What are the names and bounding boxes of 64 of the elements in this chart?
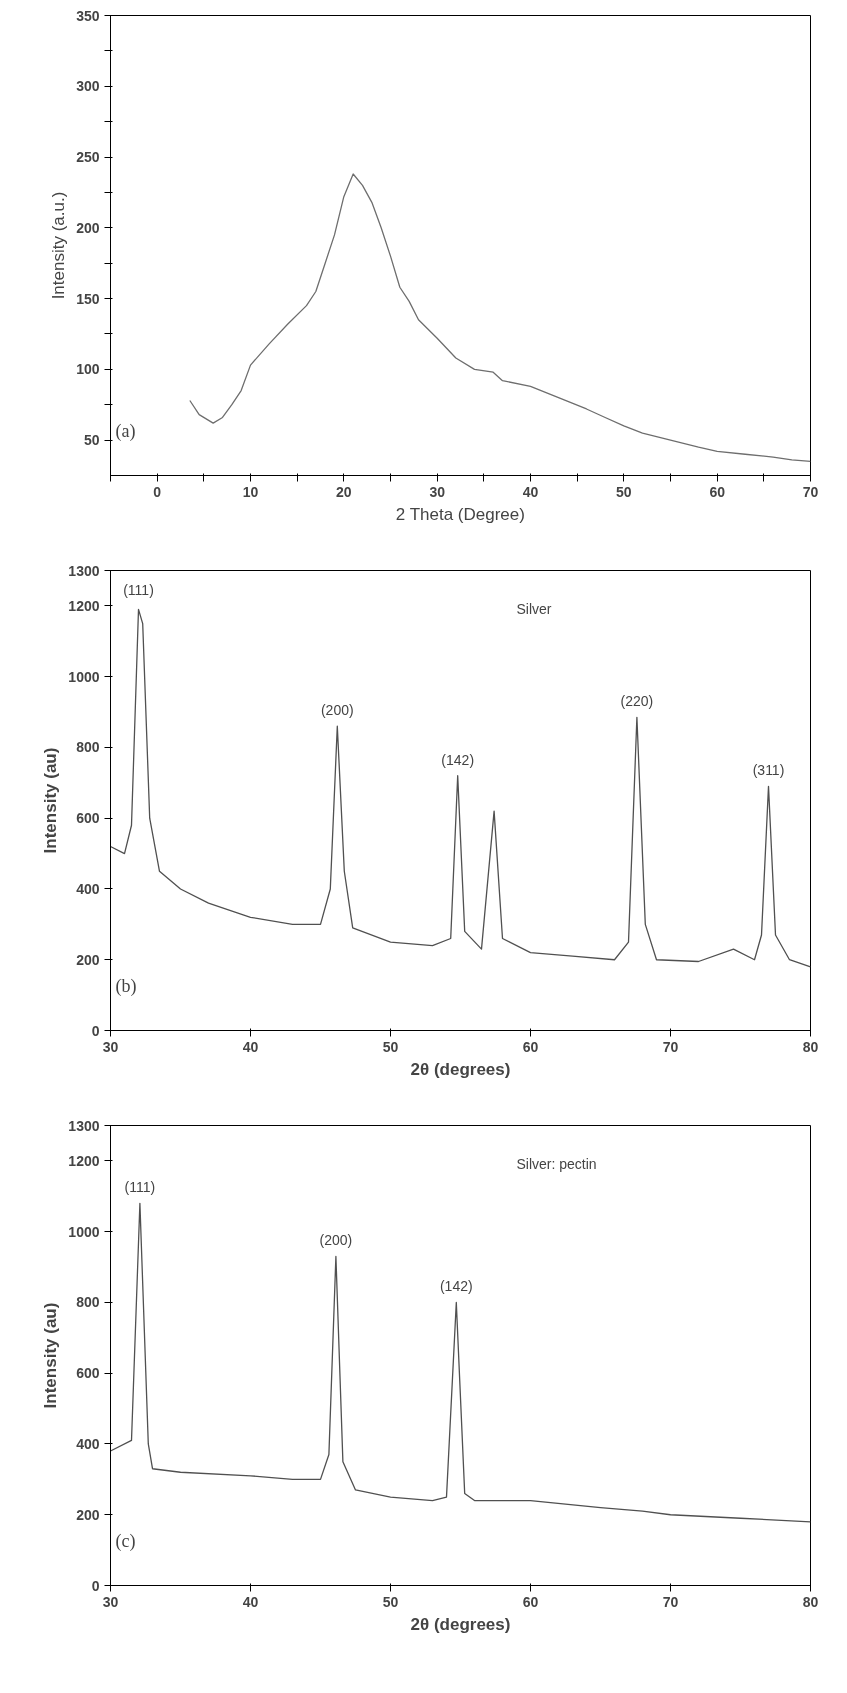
x-tick-label: 80 [802, 1038, 819, 1055]
x-tick-label: 50 [382, 1593, 399, 1610]
y-tick-label: 350 [76, 7, 100, 24]
x-tick-label: 40 [242, 1038, 259, 1055]
annotation: (200) [319, 1232, 353, 1249]
x-tick-label: 80 [802, 1593, 819, 1610]
y-tick-label: 600 [76, 1365, 100, 1382]
y-tick-label: 200 [76, 219, 100, 236]
x-tick-label: 70 [802, 483, 819, 500]
y-tick-label: 1300 [68, 562, 100, 579]
y-tick-label: 150 [76, 290, 100, 307]
y-tick-label: 1200 [68, 597, 100, 614]
y-tick-label: 1300 [68, 1117, 100, 1134]
x-axis-title: 2 Theta (Degree) [395, 504, 525, 524]
annotation: (311) [752, 762, 785, 779]
x-tick-label: 30 [429, 483, 446, 500]
line-series [110, 1202, 811, 1523]
x-axis-title: 2θ (degrees) [410, 1614, 511, 1634]
y-axis-title: Intensity (au) [41, 1302, 61, 1409]
line-series [189, 173, 811, 462]
annotation: (142) [439, 1278, 473, 1295]
y-tick-label: 200 [76, 951, 100, 968]
annotation: (b) [115, 975, 137, 997]
x-tick-label: 60 [522, 1593, 539, 1610]
x-tick-label: 60 [709, 483, 726, 500]
annotation: (111) [124, 1179, 156, 1196]
x-tick-label: 40 [242, 1593, 259, 1610]
x-tick-label: 20 [336, 483, 352, 500]
y-tick-label: 250 [76, 149, 100, 166]
y-tick-label: 800 [76, 739, 100, 756]
annotation: Silver: pectin [516, 1155, 597, 1172]
x-tick-label: 30 [102, 1593, 119, 1610]
y-tick-label: 0 [91, 1022, 100, 1039]
y-tick-label: 100 [76, 361, 100, 378]
y-tick-label: 50 [83, 432, 100, 449]
x-tick-label: 60 [522, 1038, 539, 1055]
x-tick-label: 30 [102, 1038, 119, 1055]
x-tick-label: 70 [662, 1593, 679, 1610]
annotation: (a) [115, 420, 136, 442]
y-tick-label: 1000 [68, 1223, 100, 1240]
annotation: (111) [123, 581, 154, 598]
y-axis-title: Intensity (au) [41, 747, 61, 854]
y-tick-label: 300 [76, 78, 100, 95]
x-tick-label: 10 [242, 483, 259, 500]
annotation: (200) [320, 702, 354, 719]
y-tick-label: 200 [76, 1506, 100, 1523]
annotation: (220) [620, 693, 654, 710]
y-tick-label: 1200 [68, 1152, 100, 1169]
x-tick-label: 50 [616, 483, 632, 500]
y-axis-title: Intensity (a.u.) [49, 191, 69, 300]
y-tick-label: 800 [76, 1294, 100, 1311]
x-axis-title: 2θ (degrees) [410, 1059, 511, 1079]
annotation: Silver [516, 600, 552, 617]
y-tick-label: 1000 [68, 668, 100, 685]
annotation: (c) [115, 1530, 136, 1552]
annotation: (142) [441, 751, 475, 768]
x-tick-label: 50 [382, 1038, 399, 1055]
y-tick-label: 400 [76, 1435, 100, 1452]
y-tick-label: 0 [91, 1577, 100, 1594]
x-tick-label: 0 [153, 483, 162, 500]
x-tick-label: 40 [522, 483, 539, 500]
y-tick-label: 600 [76, 810, 100, 827]
x-tick-label: 70 [662, 1038, 679, 1055]
y-tick-label: 400 [76, 880, 100, 897]
